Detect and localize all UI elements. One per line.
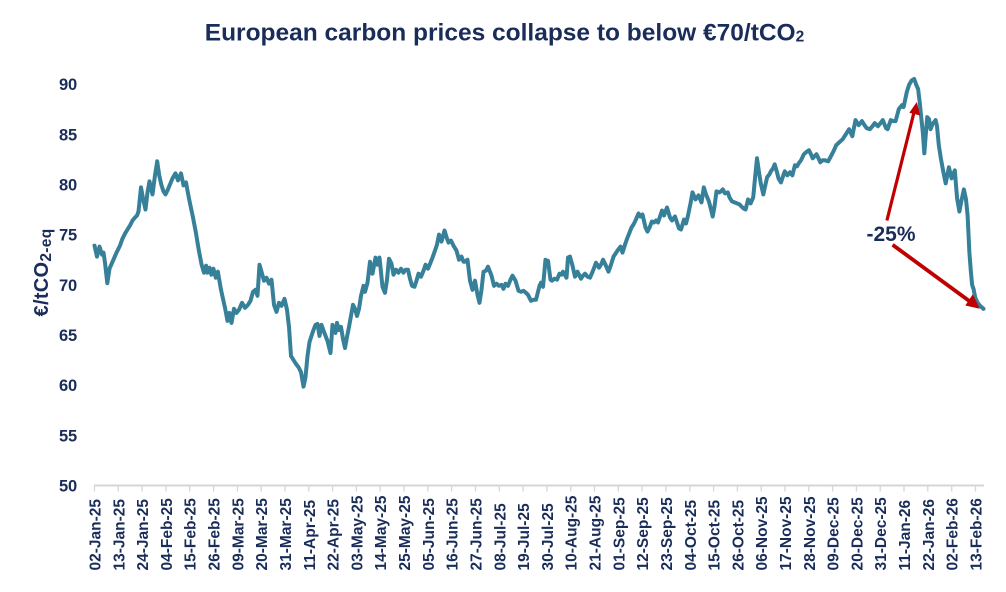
svg-text:25-May-25: 25-May-25 [397,495,414,570]
svg-text:09-Dec-25: 09-Dec-25 [826,497,843,571]
svg-text:12-Sep-25: 12-Sep-25 [635,497,652,571]
svg-text:14-May-25: 14-May-25 [373,495,390,570]
svg-text:30-Jul-25: 30-Jul-25 [540,503,557,571]
svg-text:-25%: -25% [866,223,915,246]
svg-text:85: 85 [59,126,77,144]
svg-text:06-Nov-25: 06-Nov-25 [754,496,771,570]
svg-text:10-Aug-25: 10-Aug-25 [564,495,581,570]
svg-text:31-Mar-25: 31-Mar-25 [278,498,295,571]
svg-text:13-Feb-26: 13-Feb-26 [969,498,986,571]
svg-text:70: 70 [59,277,77,295]
svg-text:08-Jul-25: 08-Jul-25 [492,503,509,571]
svg-text:50: 50 [59,478,77,496]
svg-text:22-Apr-25: 22-Apr-25 [326,499,343,571]
svg-text:09-Mar-25: 09-Mar-25 [230,498,247,571]
svg-text:26-Feb-25: 26-Feb-25 [207,498,224,571]
svg-text:20-Mar-25: 20-Mar-25 [254,498,271,571]
svg-text:22-Jan-26: 22-Jan-26 [921,499,938,571]
svg-text:13-Jan-25: 13-Jan-25 [111,499,128,571]
svg-text:65: 65 [59,327,77,345]
svg-text:17-Nov-25: 17-Nov-25 [778,496,795,570]
svg-text:20-Dec-25: 20-Dec-25 [849,497,866,571]
svg-text:15-Feb-25: 15-Feb-25 [183,498,200,571]
svg-text:15-Oct-25: 15-Oct-25 [707,499,724,570]
svg-text:23-Sep-25: 23-Sep-25 [659,497,676,571]
svg-text:31-Dec-25: 31-Dec-25 [873,497,890,571]
svg-text:16-Jun-25: 16-Jun-25 [445,498,462,571]
svg-text:04-Feb-25: 04-Feb-25 [159,498,176,571]
svg-text:60: 60 [59,377,77,395]
svg-text:05-Jun-25: 05-Jun-25 [421,498,438,571]
svg-text:24-Jan-25: 24-Jan-25 [135,499,152,571]
svg-text:27-Jun-25: 27-Jun-25 [469,498,486,571]
svg-text:90: 90 [59,76,77,94]
svg-text:04-Oct-25: 04-Oct-25 [683,499,700,570]
svg-text:19-Jul-25: 19-Jul-25 [516,503,533,571]
svg-text:03-May-25: 03-May-25 [349,495,366,570]
svg-text:26-Oct-25: 26-Oct-25 [730,499,747,570]
svg-text:01-Sep-25: 01-Sep-25 [611,497,628,571]
svg-text:80: 80 [59,177,77,195]
svg-text:02-Feb-26: 02-Feb-26 [945,498,962,571]
svg-text:02-Jan-25: 02-Jan-25 [88,499,105,571]
svg-text:28-Nov-25: 28-Nov-25 [802,496,819,570]
svg-text:75: 75 [59,227,77,245]
svg-text:European carbon prices collaps: European carbon prices collapse to below… [205,20,805,47]
svg-text:11-Apr-25: 11-Apr-25 [302,499,319,570]
svg-text:55: 55 [59,427,77,445]
svg-text:21-Aug-25: 21-Aug-25 [588,495,605,570]
svg-text:11-Jan-26: 11-Jan-26 [897,499,914,570]
